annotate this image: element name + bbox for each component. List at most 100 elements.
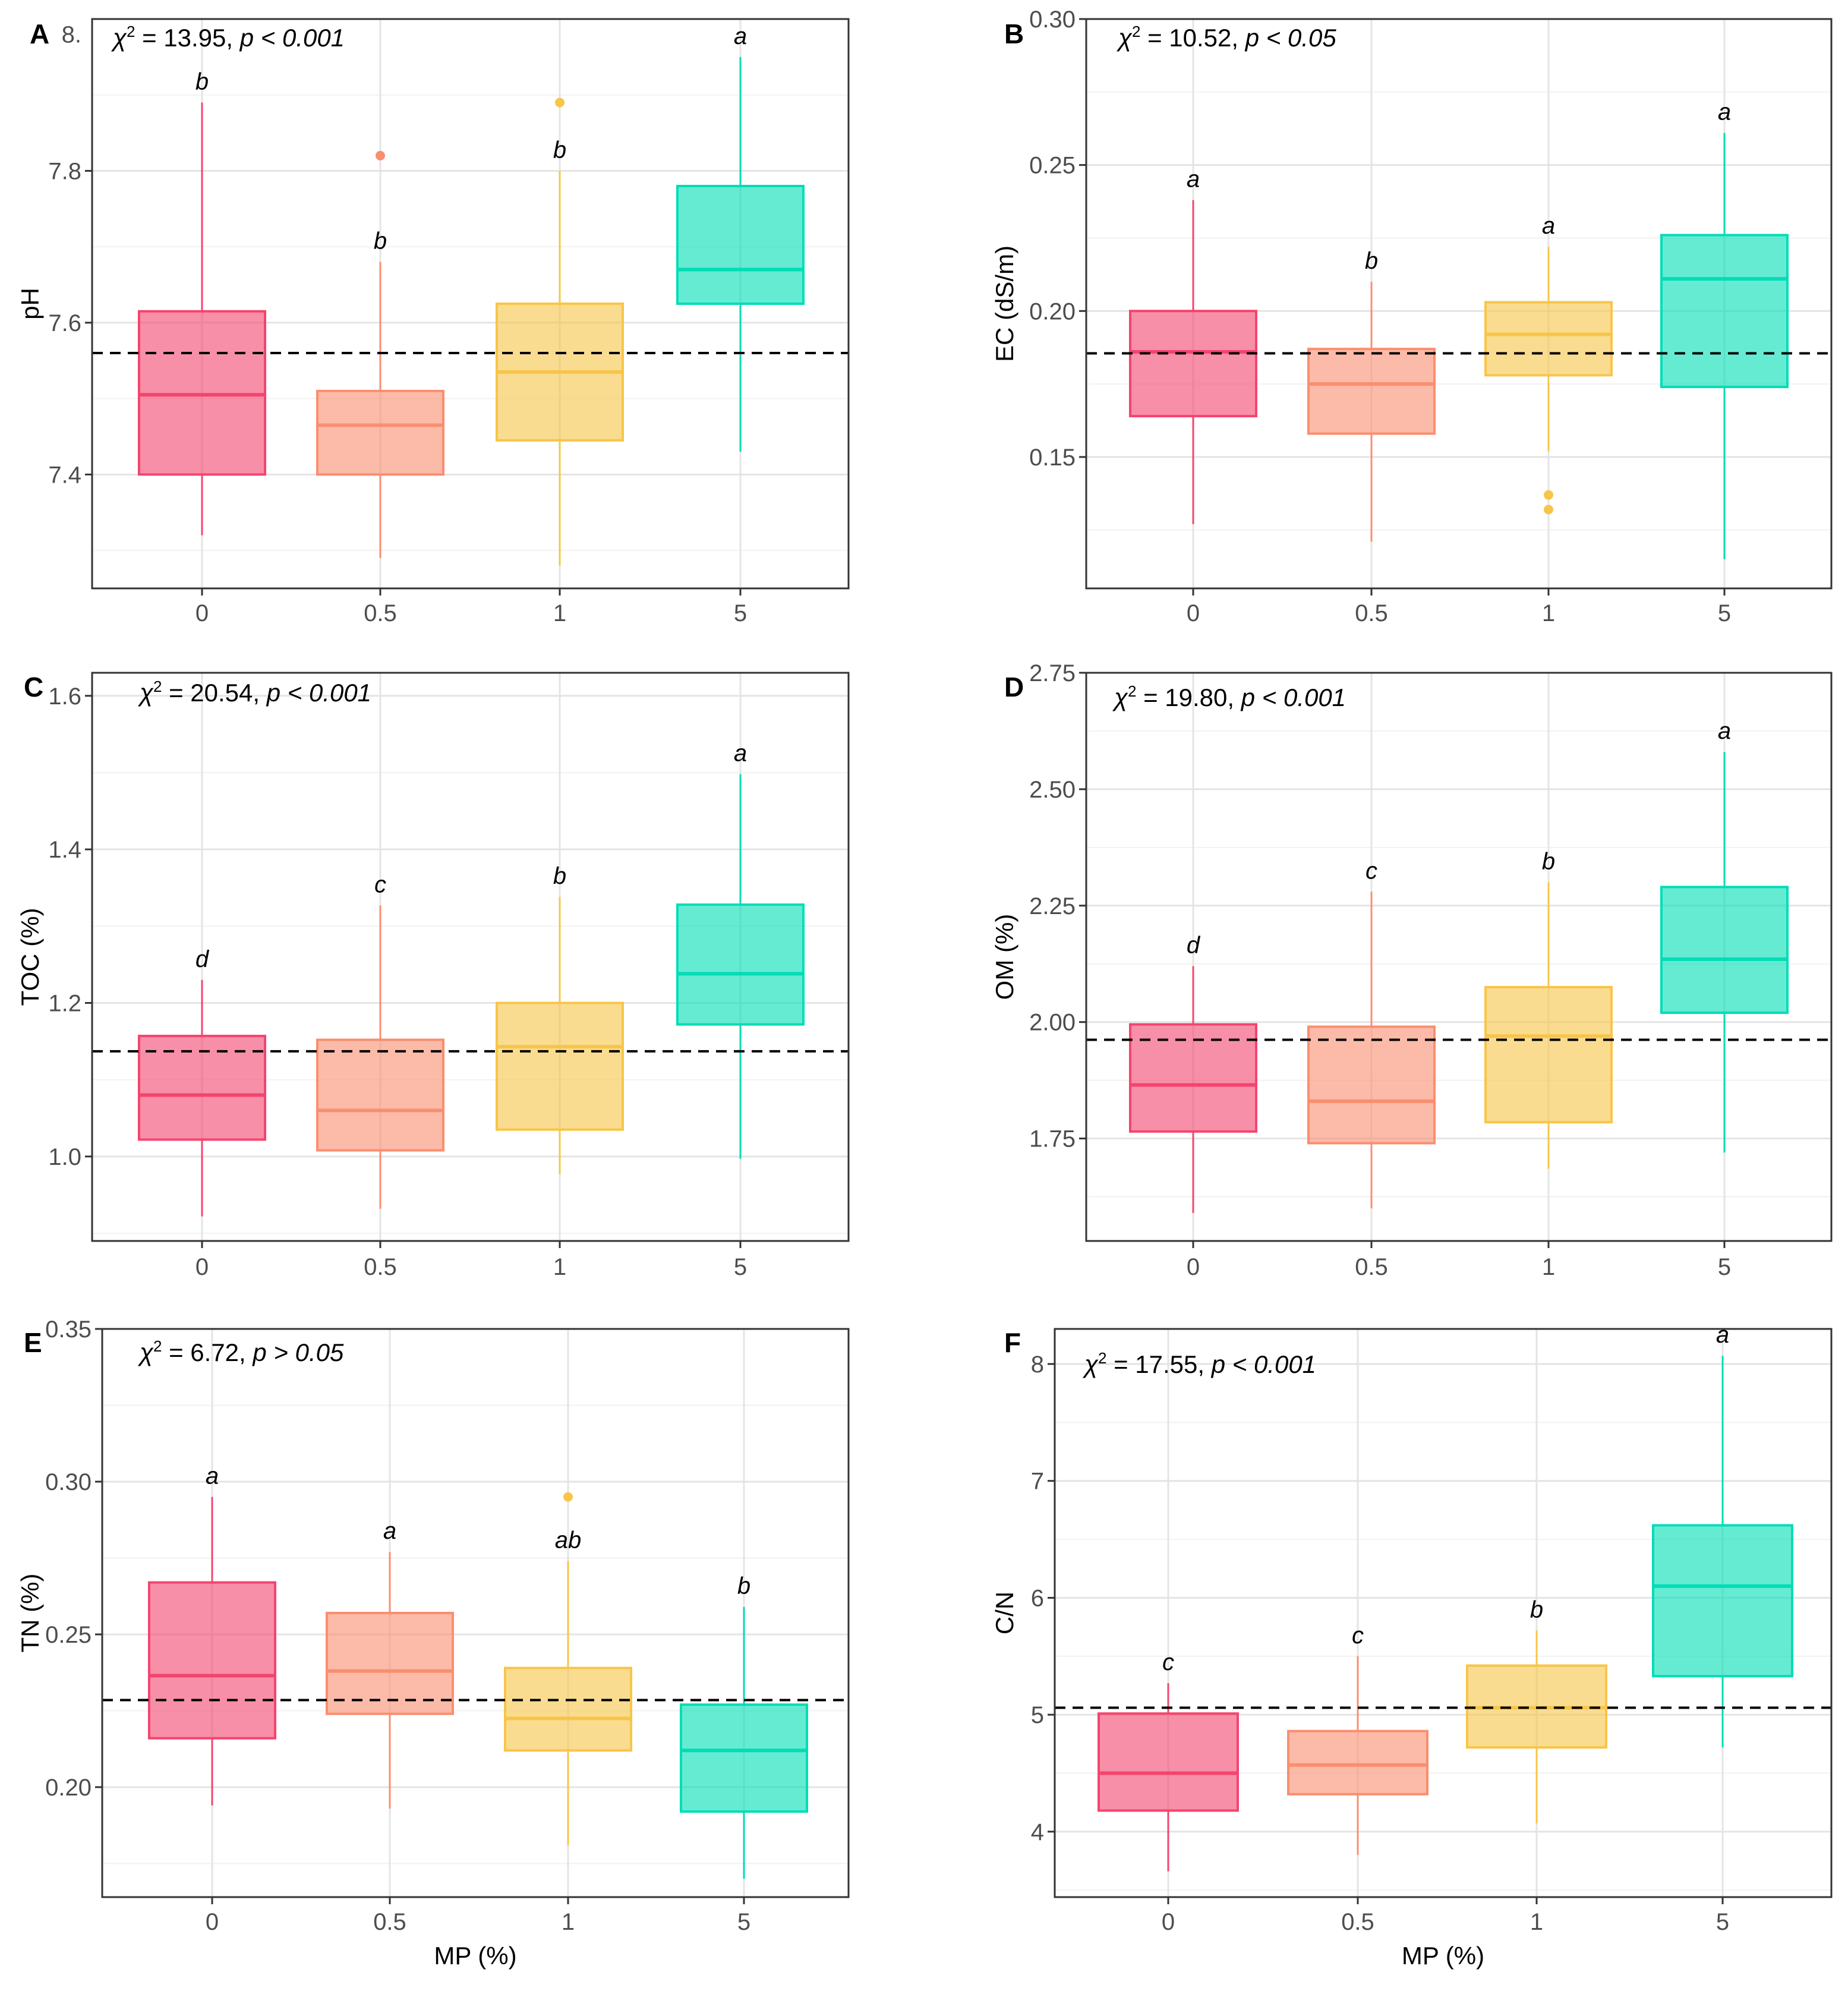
statistic-value: = 6.72, <box>162 1338 253 1366</box>
y-tick-label: 0.20 <box>45 1775 92 1801</box>
box-0.5: b <box>1307 248 1436 542</box>
plot-frame <box>101 1328 850 1898</box>
box-iqr <box>1287 1729 1428 1795</box>
box-iqr <box>316 389 444 476</box>
panel-letter: D <box>1004 672 1024 702</box>
box-iqr <box>1098 1712 1239 1812</box>
y-tick-label: 2.75 <box>1029 660 1076 686</box>
box-5: a <box>676 741 805 1159</box>
significance-letter: a <box>1542 213 1555 239</box>
chi-symbol: χ <box>1112 683 1128 711</box>
y-tick-label: 2.00 <box>1029 1010 1076 1036</box>
x-tick-label: 0 <box>195 600 209 626</box>
chi-symbol: χ <box>111 24 127 52</box>
outlier-point <box>1544 505 1553 515</box>
box-1: ab <box>504 1492 632 1845</box>
box-iqr <box>1660 234 1789 389</box>
y-axis-title: TOC (%) <box>16 908 44 1006</box>
y-tick-label: 1.6 <box>48 683 81 710</box>
y-tick-label: 0.30 <box>45 1469 92 1495</box>
significance-letter: b <box>553 137 566 163</box>
box-iqr <box>1129 1023 1257 1133</box>
box-iqr <box>138 1035 266 1141</box>
box-iqr <box>1307 348 1436 435</box>
significance-letter: a <box>206 1463 219 1489</box>
significance-letter: a <box>383 1518 396 1544</box>
x-tick-label: 5 <box>1718 1254 1731 1280</box>
box-0: a <box>148 1463 276 1806</box>
y-tick-label: 0.30 <box>1029 7 1076 33</box>
box-iqr <box>316 1038 444 1152</box>
x-axis-title: MP (%) <box>1402 1942 1484 1970</box>
box-iqr <box>504 1666 632 1752</box>
panel-e: a a ab b 0.20 0.25 0.30 0.35 0 0.5 1 5 TN (%) MP (%) E… <box>16 1316 850 1970</box>
y-tick-label: 1.75 <box>1029 1126 1076 1152</box>
significance-letter: b <box>737 1573 750 1599</box>
box-iqr <box>676 903 805 1026</box>
box-5: a <box>676 23 805 452</box>
box-iqr <box>1129 310 1257 418</box>
p-value: p > 0.05 <box>251 1338 344 1366</box>
box-iqr <box>680 1703 808 1813</box>
chi-symbol: χ <box>137 679 154 707</box>
outlier-point <box>555 97 565 108</box>
panel-letter: A <box>30 18 49 49</box>
statistic-value: = 17.55, <box>1106 1350 1211 1378</box>
y-tick-label: 1.2 <box>48 991 81 1017</box>
chi-symbol: χ <box>1116 24 1133 52</box>
statistic-value: = 10.52, <box>1140 24 1245 52</box>
box-iqr <box>138 310 266 476</box>
x-tick-label: 1 <box>562 1909 575 1935</box>
panel-d: d c b a 1.75 2.00 2.25 2.50 2.75 0 0.5 1 5 OM (%) D χ2 … <box>991 660 1833 1280</box>
kruskal-statistic: χ2 = 10.52, p < 0.05 <box>1116 23 1336 52</box>
x-tick-label: 0 <box>1162 1909 1175 1935</box>
panel-b: a b a a 0.15 0.20 0.25 0.30 0 0.5 1 5 EC (dS/m) B χ2 =… <box>991 7 1833 626</box>
box-iqr <box>1307 1025 1436 1145</box>
box-5: b <box>680 1573 808 1879</box>
x-tick-label: 1 <box>553 600 566 626</box>
kruskal-statistic: χ2 = 6.72, p > 0.05 <box>137 1337 344 1366</box>
y-tick-label: 0.35 <box>45 1316 92 1343</box>
chi-symbol: χ <box>1082 1350 1099 1378</box>
y-tick-label: 1.4 <box>48 837 81 863</box>
kruskal-statistic: χ2 = 17.55, p < 0.001 <box>1082 1349 1316 1378</box>
box-1: b <box>496 863 624 1174</box>
plot-frame <box>1085 672 1833 1242</box>
box-iqr <box>1652 1524 1793 1678</box>
significance-letter: c <box>1352 1623 1364 1649</box>
x-tick-label: 5 <box>1716 1909 1729 1935</box>
x-tick-label: 0.5 <box>364 1254 397 1280</box>
y-tick-label: 7.6 <box>48 310 81 336</box>
chi-superscript: 2 <box>1132 23 1140 40</box>
box-iqr <box>1660 886 1789 1015</box>
y-tick-label: 7 <box>1031 1469 1044 1495</box>
box-iqr <box>1484 985 1613 1124</box>
statistic-value: = 13.95, <box>135 24 239 52</box>
x-tick-label: 5 <box>737 1909 750 1935</box>
outlier-point <box>376 150 385 160</box>
y-tick-label: 0.15 <box>1029 445 1076 471</box>
panel-letter: F <box>1004 1327 1021 1358</box>
x-tick-label: 0 <box>206 1909 219 1935</box>
significance-letter: d <box>1187 933 1201 959</box>
kruskal-statistic: χ2 = 13.95, p < 0.001 <box>111 23 345 52</box>
p-value: p < 0.001 <box>1240 683 1346 711</box>
outlier-point <box>563 1492 573 1502</box>
significance-letter: c <box>374 871 386 897</box>
plot-frame <box>91 672 850 1242</box>
box-5: a <box>1652 1322 1793 1748</box>
significance-letter: b <box>1530 1597 1543 1623</box>
y-tick-label: 0.20 <box>1029 298 1076 325</box>
y-axis-title: TN (%) <box>16 1574 44 1653</box>
panel-a: b b b a 7.4 7.6 7.8 8. 0 0.5 1 5 pH A χ2 = 13.95, p < … <box>16 18 850 626</box>
box-1: b <box>496 97 624 566</box>
significance-letter: b <box>1542 849 1555 875</box>
y-tick-label: 2.50 <box>1029 777 1076 803</box>
y-tick-label: 7.8 <box>48 158 81 184</box>
significance-letter: a <box>1718 99 1731 125</box>
chi-superscript: 2 <box>1098 1349 1106 1367</box>
box-iqr <box>676 185 805 305</box>
box-1: a <box>1484 213 1613 515</box>
significance-letter: a <box>1716 1322 1729 1348</box>
